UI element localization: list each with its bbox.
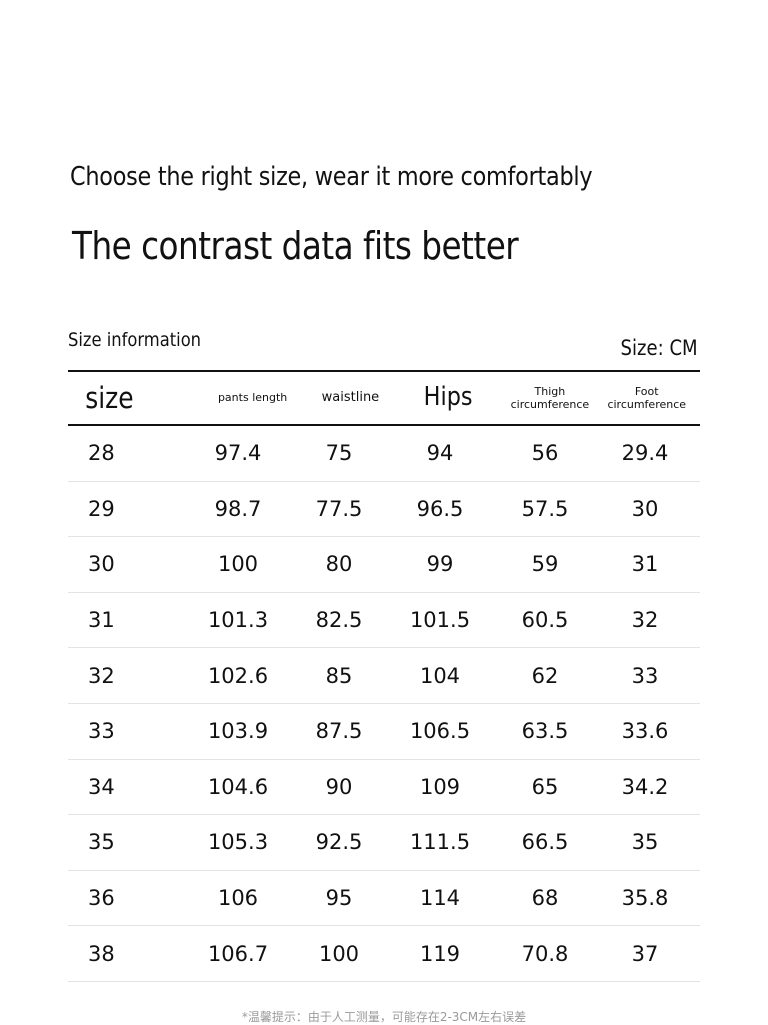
cell-hips: 99 xyxy=(426,552,454,577)
table-row: 33 103.9 87.5 106.5 63.5 33.6 xyxy=(68,704,700,760)
cell-thigh: 60.5 xyxy=(521,608,569,633)
header-foot-circumference: Foot circumference xyxy=(593,385,700,411)
cell-foot: 35.8 xyxy=(621,886,669,911)
cell-foot: 35 xyxy=(631,830,659,855)
table-row: 29 98.7 77.5 96.5 57.5 30 xyxy=(68,482,700,538)
cell-pants-length: 106 xyxy=(217,886,259,911)
table-row: 36 106 95 114 68 35.8 xyxy=(68,871,700,927)
cell-waistline: 77.5 xyxy=(315,496,363,521)
cell-waistline: 92.5 xyxy=(315,830,363,855)
header-hips: Hips xyxy=(423,382,473,413)
cell-pants-length: 106.7 xyxy=(207,941,269,966)
cell-size: 29 xyxy=(88,496,115,521)
cell-waistline: 87.5 xyxy=(315,719,363,744)
cell-thigh: 56 xyxy=(531,441,559,466)
cell-foot: 29.4 xyxy=(621,441,669,466)
cell-waistline: 90 xyxy=(325,774,353,799)
cell-thigh: 57.5 xyxy=(521,496,569,521)
cell-size: 38 xyxy=(88,941,115,966)
cell-pants-length: 102.6 xyxy=(207,663,269,688)
unit-label: Size: CM xyxy=(620,336,698,360)
cell-thigh: 66.5 xyxy=(521,830,569,855)
cell-waistline: 75 xyxy=(325,441,353,466)
subtitle: Choose the right size, wear it more comf… xyxy=(70,162,593,192)
cell-waistline: 80 xyxy=(325,552,353,577)
cell-pants-length: 104.6 xyxy=(207,774,269,799)
cell-foot: 30 xyxy=(631,496,659,521)
cell-hips: 94 xyxy=(426,441,454,466)
header-thigh-circumference: Thigh circumference xyxy=(506,385,593,411)
cell-size: 34 xyxy=(88,774,115,799)
cell-waistline: 85 xyxy=(325,663,353,688)
page-title: The contrast data fits better xyxy=(72,224,519,268)
header-size: size xyxy=(85,380,134,415)
table-row: 32 102.6 85 104 62 33 xyxy=(68,648,700,704)
header-thigh-line2: circumference xyxy=(510,398,590,411)
table-header: size pants length waistline Hips Thigh c… xyxy=(68,370,700,426)
cell-pants-length: 100 xyxy=(217,552,259,577)
cell-hips: 109 xyxy=(419,774,461,799)
cell-size: 28 xyxy=(88,441,115,466)
cell-thigh: 68 xyxy=(531,886,559,911)
cell-hips: 104 xyxy=(419,663,461,688)
cell-hips: 119 xyxy=(419,941,461,966)
cell-waistline: 82.5 xyxy=(315,608,363,633)
cell-foot: 33 xyxy=(631,663,659,688)
cell-waistline: 100 xyxy=(318,941,360,966)
cell-thigh: 63.5 xyxy=(521,719,569,744)
table-row: 34 104.6 90 109 65 34.2 xyxy=(68,760,700,816)
table-row: 35 105.3 92.5 111.5 66.5 35 xyxy=(68,815,700,871)
cell-foot: 33.6 xyxy=(621,719,669,744)
cell-hips: 106.5 xyxy=(409,719,471,744)
cell-hips: 114 xyxy=(419,886,461,911)
cell-hips: 111.5 xyxy=(409,830,471,855)
table-body: 28 97.4 75 94 56 29.4 29 98.7 77.5 96.5 57.5 30 30 10… xyxy=(68,426,700,982)
header-foot-line1: Foot xyxy=(634,384,659,398)
cell-size: 33 xyxy=(88,719,115,744)
table-row: 28 97.4 75 94 56 29.4 xyxy=(68,426,700,482)
header-waistline: waistline xyxy=(321,390,380,406)
cell-size: 36 xyxy=(88,886,115,911)
cell-foot: 34.2 xyxy=(621,774,669,799)
cell-pants-length: 101.3 xyxy=(207,608,269,633)
header-thigh-line1: Thigh xyxy=(534,384,566,398)
size-table: size pants length waistline Hips Thigh c… xyxy=(68,370,700,982)
size-information-label: Size information xyxy=(68,329,202,351)
header-foot-line2: circumference xyxy=(607,398,687,411)
cell-pants-length: 98.7 xyxy=(214,496,262,521)
cell-hips: 101.5 xyxy=(409,608,471,633)
cell-thigh: 70.8 xyxy=(521,941,569,966)
cell-foot: 37 xyxy=(631,941,659,966)
cell-size: 35 xyxy=(88,830,115,855)
cell-thigh: 62 xyxy=(531,663,559,688)
cell-waistline: 95 xyxy=(325,886,353,911)
cell-pants-length: 105.3 xyxy=(207,830,269,855)
cell-foot: 32 xyxy=(631,608,659,633)
cell-hips: 96.5 xyxy=(416,496,464,521)
table-row: 38 106.7 100 119 70.8 37 xyxy=(68,926,700,982)
footnote: *温馨提示：由于人工测量，可能存在2-3CM左右误差 xyxy=(241,1010,527,1024)
cell-pants-length: 103.9 xyxy=(207,719,269,744)
cell-size: 32 xyxy=(88,663,115,688)
cell-size: 31 xyxy=(88,608,115,633)
cell-thigh: 65 xyxy=(531,774,559,799)
table-row: 30 100 80 99 59 31 xyxy=(68,537,700,593)
cell-pants-length: 97.4 xyxy=(214,441,262,466)
header-pants-length: pants length xyxy=(217,391,288,405)
cell-thigh: 59 xyxy=(531,552,559,577)
cell-size: 30 xyxy=(88,552,115,577)
cell-foot: 31 xyxy=(631,552,659,577)
table-row: 31 101.3 82.5 101.5 60.5 32 xyxy=(68,593,700,649)
